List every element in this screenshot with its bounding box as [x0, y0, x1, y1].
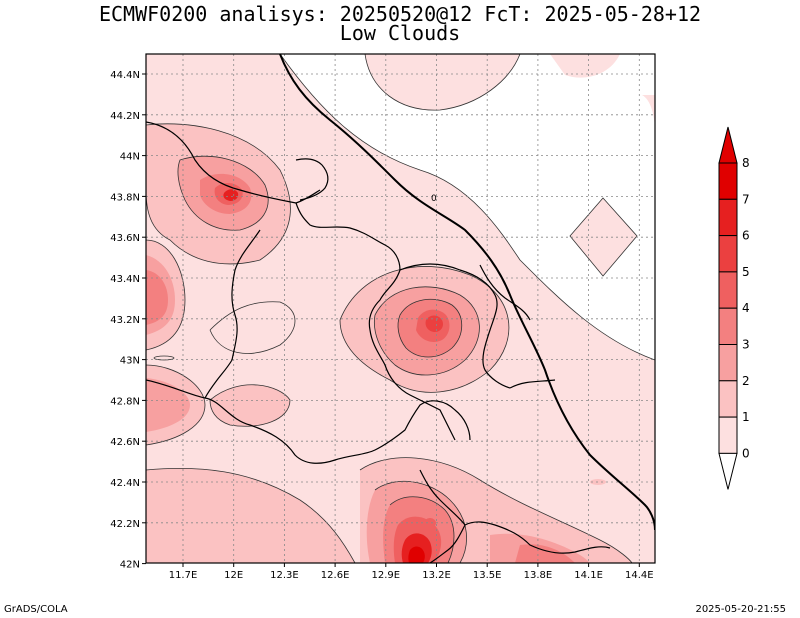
- contour-2-southwest: [146, 467, 356, 563]
- field-level-8-south: [408, 546, 425, 563]
- colorbar-box: [718, 198, 738, 237]
- contour-2-sw: [146, 364, 206, 446]
- contour-4-south: [389, 496, 455, 563]
- colorbar-box: [718, 380, 738, 418]
- lat-tick-label: 43N: [120, 356, 140, 367]
- colorbar: 0 1 2 3 4 5 6 7 8: [718, 126, 750, 490]
- colorbar-box: [718, 162, 738, 200]
- lat-tick-label: 42.2N: [110, 519, 140, 530]
- longitude-labels: 11.7E 12E 12.3E 12.6E 12.9E 13.2E 13.5E 13.8E 14…: [169, 563, 654, 581]
- adriatic-coastline: [279, 54, 655, 531]
- lon-tick-label: 12E: [224, 570, 243, 581]
- field-level-1-right: [642, 95, 655, 130]
- colorbar-label: 8: [742, 156, 750, 170]
- map-title: ECMWF0200 analisys: 20250520@12 FcT: 202…: [98, 2, 702, 26]
- map-subtitle: Low Clouds: [339, 21, 461, 45]
- lon-tick-label: 12.9E: [372, 570, 401, 581]
- lat-tick-label: 42.8N: [110, 396, 140, 407]
- contour-4-center: [397, 298, 463, 358]
- border-abruzzo: [509, 379, 556, 389]
- contour-2-blob: [209, 384, 291, 427]
- contour-1-main: [279, 54, 655, 361]
- lat-tick-label: 43.6N: [110, 233, 140, 244]
- lon-tick-label: 12.6E: [321, 570, 350, 581]
- lat-tick-label: 44N: [120, 152, 140, 163]
- field-level-2-south: [146, 468, 355, 563]
- lat-tick-label: 44.2N: [110, 111, 140, 122]
- colorbar-box: [718, 235, 738, 273]
- lat-tick-label: 42N: [120, 560, 140, 571]
- field-level-2-blob: [210, 384, 290, 427]
- colorbar-arrow-top: [718, 126, 738, 164]
- footer-credit: GrADS/COLA: [4, 604, 68, 615]
- field-level-4-se: [515, 544, 575, 563]
- colorbar-label: 3: [742, 338, 750, 352]
- contour-spot-west: [153, 355, 175, 361]
- border-lazio: [146, 379, 471, 464]
- contour-2-south: [359, 457, 633, 563]
- map-frame: [145, 53, 656, 564]
- field-level-3-sw: [146, 378, 190, 432]
- colorbar-label: 0: [742, 446, 750, 460]
- contour-2-west: [146, 239, 186, 351]
- colorbar-label: 4: [742, 301, 750, 315]
- colorbar-label: 7: [742, 192, 750, 206]
- lat-tick-label: 42.4N: [110, 478, 140, 489]
- contour-1-ne: [364, 54, 521, 111]
- border-marche: [479, 264, 531, 321]
- lon-tick-label: 13.5E: [473, 570, 502, 581]
- footer-timestamp: 2025-05-20-21:55: [695, 604, 786, 615]
- lon-tick-label: 14.1E: [574, 570, 603, 581]
- colorbar-box: [718, 416, 738, 454]
- lon-tick-label: 11.7E: [169, 570, 198, 581]
- colorbar-box: [718, 307, 738, 346]
- contour-3-center: [373, 286, 480, 376]
- contour-1-west: [209, 301, 296, 354]
- latitude-labels: 44.4N 44.2N 44N 43.8N 43.6N 43.4N 43.2N 43N 42.8…: [110, 70, 146, 571]
- lat-tick-label: 44.4N: [110, 70, 140, 81]
- colorbar-label: 2: [742, 374, 750, 388]
- shaded-field: 0: [146, 54, 655, 563]
- region-borders: [146, 121, 611, 563]
- contour-2-nw: [146, 123, 291, 265]
- colorbar-label: 1: [742, 410, 750, 424]
- border-molise: [464, 521, 611, 554]
- colorbar-box: [718, 271, 738, 309]
- border-north: [146, 121, 321, 204]
- coastline: [279, 54, 655, 531]
- field-level-6-center: [425, 315, 444, 332]
- lat-tick-label: 42.6N: [110, 437, 140, 448]
- contour-3-nw: [177, 155, 269, 231]
- lon-tick-label: 13.2E: [422, 570, 451, 581]
- border-inner: [204, 229, 261, 399]
- border-umbria: [399, 263, 511, 389]
- colorbar-arrow-bottom: [718, 452, 738, 490]
- field-level-1-topright: [550, 54, 620, 78]
- field-level-4-west: [146, 270, 168, 325]
- lat-tick-label: 43.2N: [110, 315, 140, 326]
- contour-3-south: [374, 480, 467, 563]
- lat-tick-label: 43.4N: [110, 274, 140, 285]
- colorbar-label: 6: [742, 229, 750, 243]
- colorbar-box: [718, 344, 738, 382]
- field-level-7-nw: [223, 189, 239, 201]
- contour-1-diamond: [569, 197, 638, 277]
- border-tuscany: [295, 202, 456, 441]
- contour-label: 0: [431, 194, 437, 204]
- field-spot-south: [424, 518, 436, 528]
- lon-tick-label: 12.3E: [270, 570, 299, 581]
- colorbar-label: 5: [742, 265, 750, 279]
- border-small: [295, 158, 329, 201]
- lon-tick-label: 14.4E: [625, 570, 654, 581]
- lat-tick-label: 43.8N: [110, 192, 140, 203]
- map-svg: 0 44.4N44.2N44N43.8N43.6N43.4N43.2N43N42…: [110, 53, 750, 581]
- lon-tick-label: 13.8E: [524, 570, 553, 581]
